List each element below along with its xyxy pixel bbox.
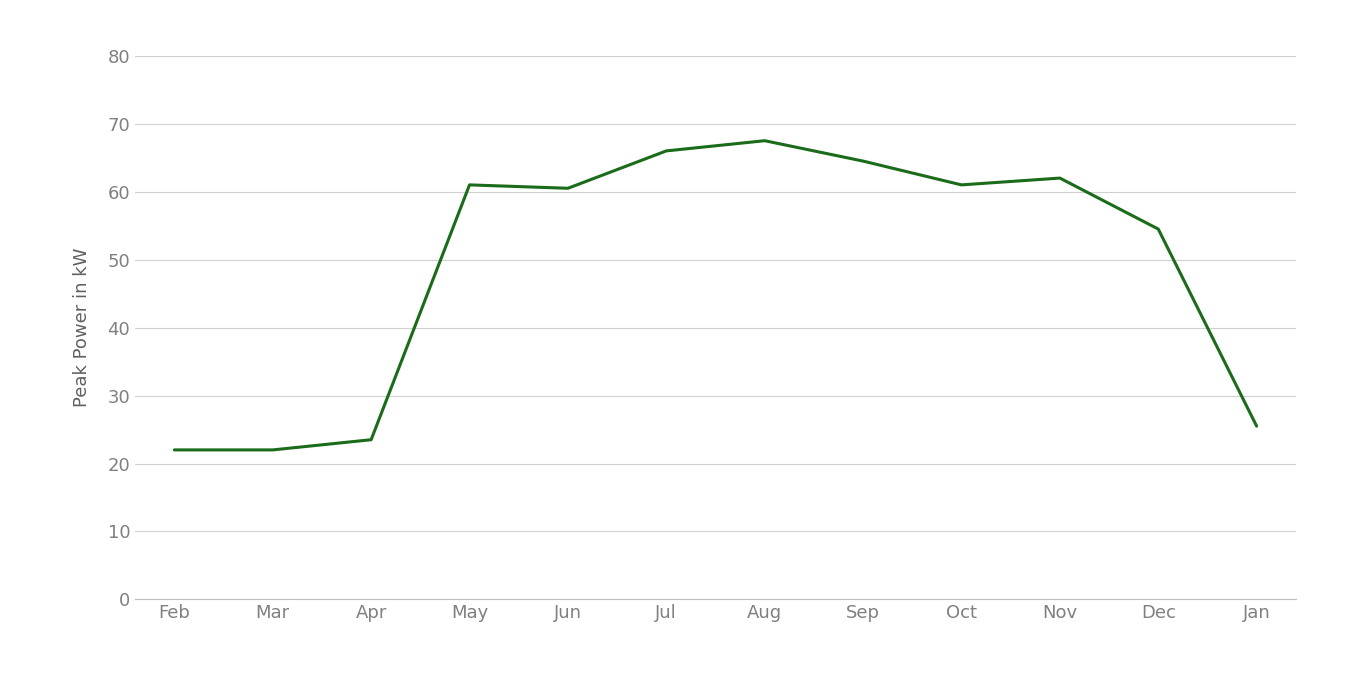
Y-axis label: Peak Power in kW: Peak Power in kW <box>73 248 90 407</box>
